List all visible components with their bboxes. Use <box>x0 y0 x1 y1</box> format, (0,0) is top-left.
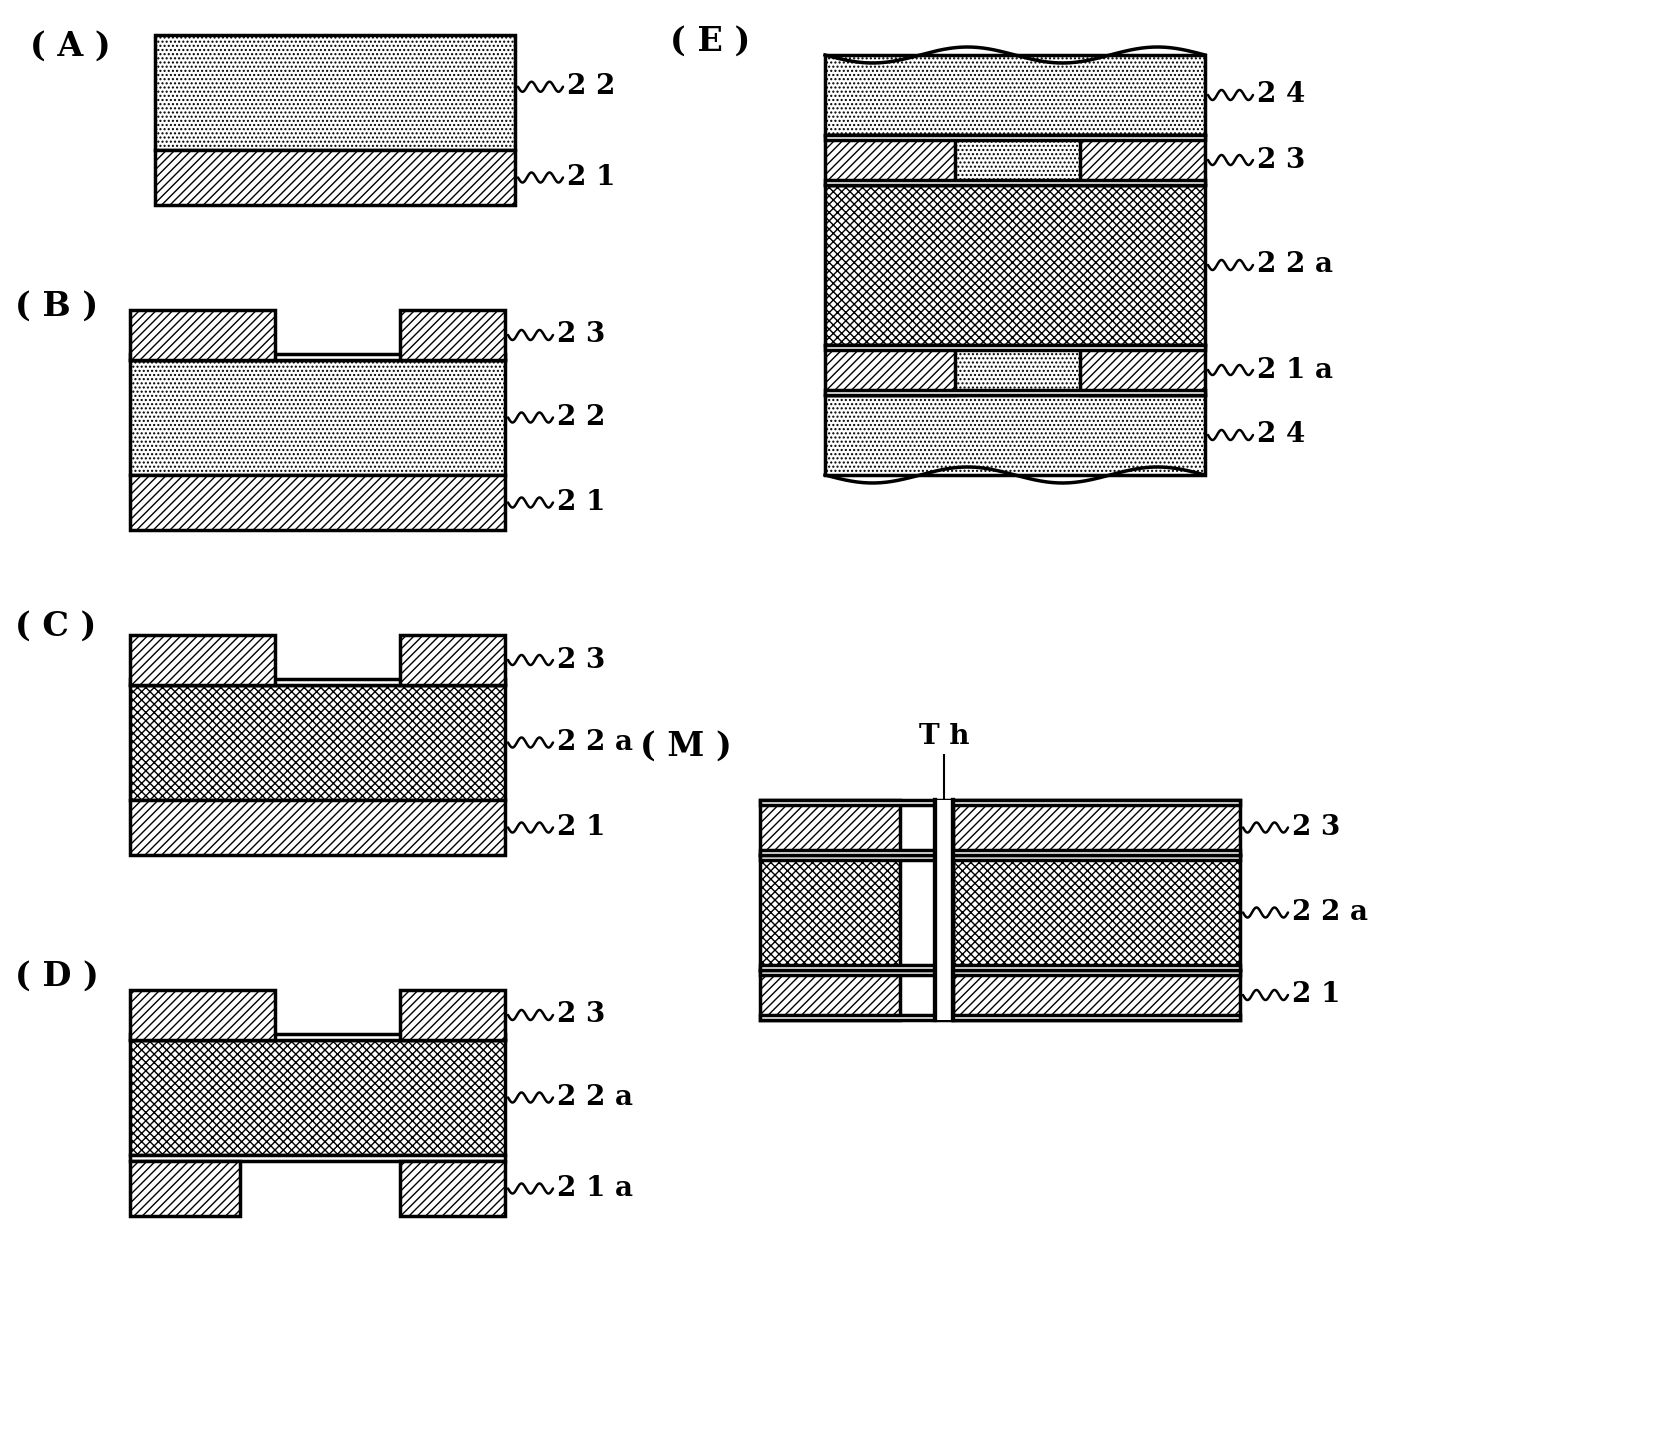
Text: 2 3: 2 3 <box>557 1001 606 1028</box>
Bar <box>760 969 900 1020</box>
Text: 2 1: 2 1 <box>557 489 606 516</box>
Bar <box>400 1162 505 1216</box>
Bar <box>825 346 954 394</box>
Text: ( E ): ( E ) <box>669 24 750 57</box>
Text: 2 3: 2 3 <box>1256 146 1305 174</box>
Bar <box>760 1015 1240 1020</box>
Text: 2 4: 2 4 <box>1256 82 1305 109</box>
Text: 2 1: 2 1 <box>1292 981 1340 1008</box>
Bar <box>935 800 952 1020</box>
Text: 2 3: 2 3 <box>557 647 606 674</box>
Text: ( D ): ( D ) <box>15 959 99 992</box>
Bar <box>760 855 1240 860</box>
Bar <box>1079 135 1205 185</box>
Bar <box>760 800 900 855</box>
Bar <box>130 1034 505 1040</box>
Bar <box>156 34 515 151</box>
Bar <box>130 685 505 800</box>
Text: 2 1 a: 2 1 a <box>1256 357 1332 383</box>
Bar <box>825 181 1205 185</box>
Bar <box>130 310 274 360</box>
Bar <box>400 310 505 360</box>
Bar <box>952 800 1240 855</box>
Bar <box>825 135 1205 141</box>
Bar <box>952 969 1240 1020</box>
Bar <box>760 965 1240 969</box>
Text: ( C ): ( C ) <box>15 609 95 642</box>
Bar <box>130 475 505 531</box>
Text: 2 4: 2 4 <box>1256 422 1305 449</box>
Bar <box>400 635 505 685</box>
Bar <box>130 354 505 360</box>
Bar <box>825 135 954 185</box>
Text: 2 2: 2 2 <box>567 73 616 100</box>
Text: ( A ): ( A ) <box>30 30 110 63</box>
Text: 2 2 a: 2 2 a <box>557 1084 632 1111</box>
Text: 2 3: 2 3 <box>1292 815 1340 840</box>
Text: 2 2: 2 2 <box>557 404 606 432</box>
Bar <box>760 800 1240 804</box>
Bar <box>130 1162 239 1216</box>
Text: 2 1 a: 2 1 a <box>557 1174 632 1202</box>
Bar <box>130 1040 505 1154</box>
Text: 2 2 a: 2 2 a <box>1256 251 1332 278</box>
Bar <box>952 855 1240 969</box>
Bar <box>130 800 505 855</box>
Bar <box>400 989 505 1040</box>
Bar <box>825 390 1205 394</box>
Text: 2 3: 2 3 <box>557 321 606 348</box>
Bar <box>130 989 274 1040</box>
Bar <box>130 680 505 685</box>
Bar <box>760 850 1240 855</box>
Bar <box>825 185 1205 346</box>
Text: ( B ): ( B ) <box>15 290 99 323</box>
Bar <box>130 360 505 475</box>
Bar <box>825 54 1205 135</box>
Text: 2 2 a: 2 2 a <box>1292 899 1367 926</box>
Text: 2 1: 2 1 <box>557 815 606 840</box>
Text: T h: T h <box>918 723 969 750</box>
Bar <box>156 151 515 205</box>
Bar <box>954 135 1079 185</box>
Bar <box>130 1154 505 1162</box>
Bar <box>954 346 1079 394</box>
Bar <box>760 855 900 969</box>
Bar <box>825 394 1205 475</box>
Bar <box>130 635 274 685</box>
Bar <box>760 969 1240 975</box>
Text: 2 1: 2 1 <box>567 163 616 191</box>
Bar <box>1079 346 1205 394</box>
Bar <box>825 346 1205 350</box>
Text: 2 2 a: 2 2 a <box>557 728 632 756</box>
Text: ( M ): ( M ) <box>639 730 731 763</box>
